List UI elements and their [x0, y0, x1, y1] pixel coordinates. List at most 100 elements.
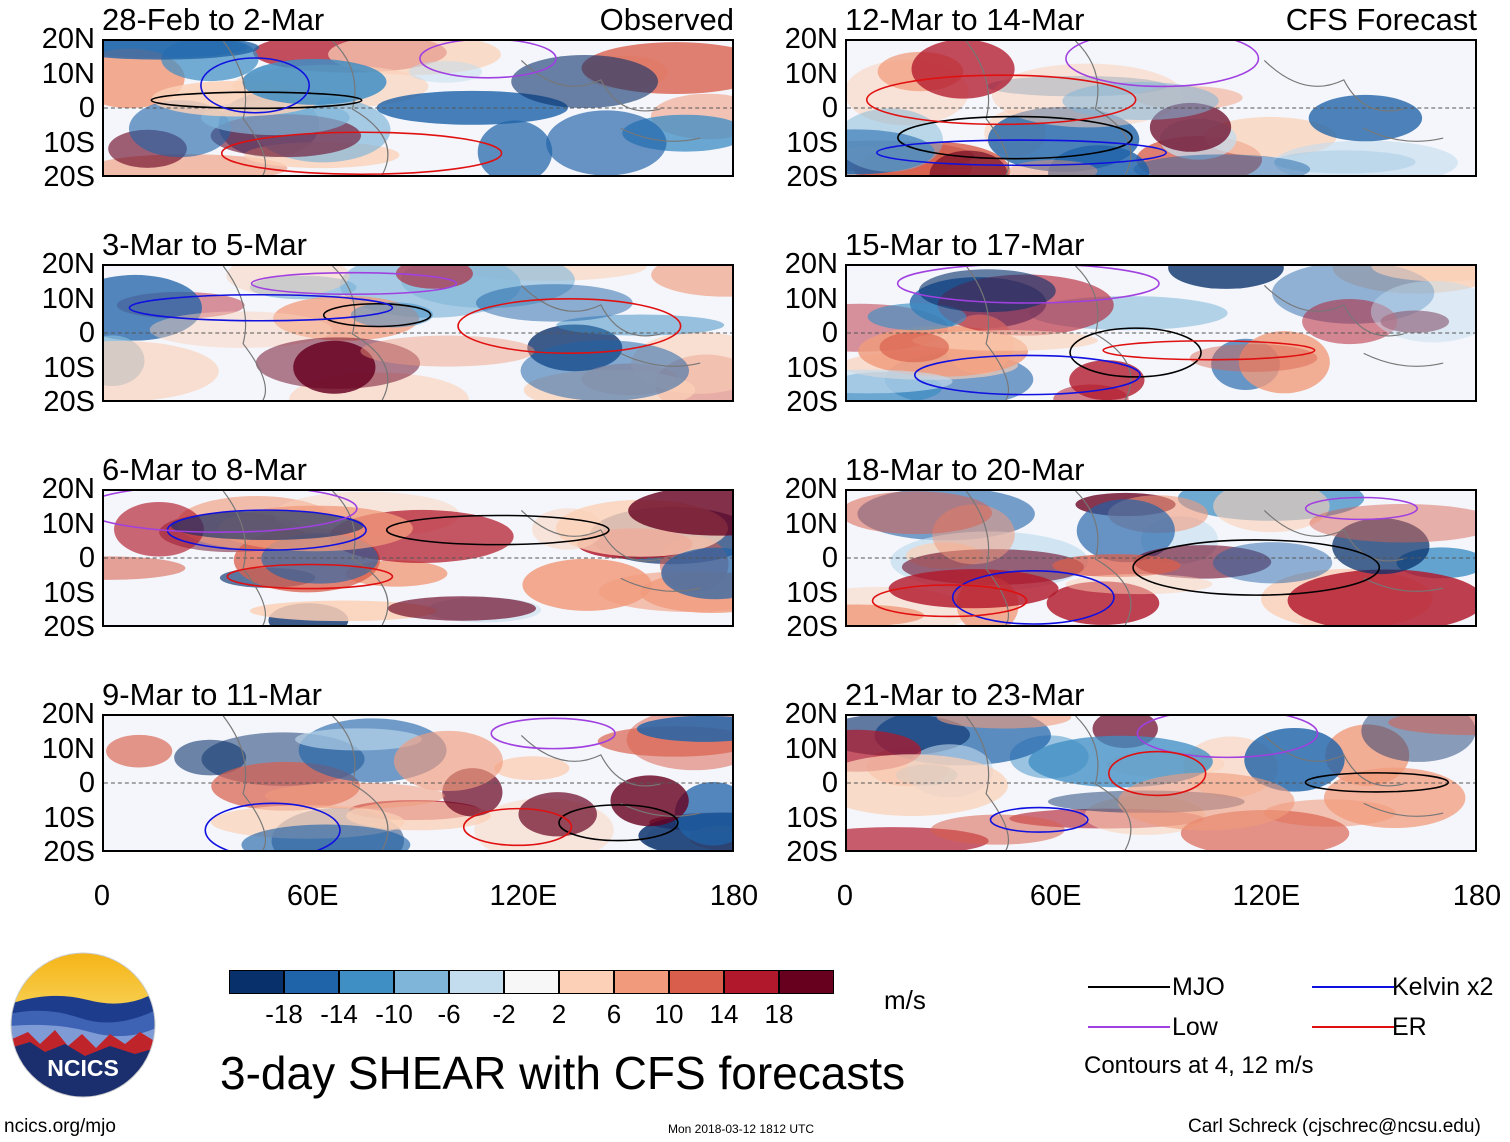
shear-anomaly [1117, 772, 1295, 831]
svg-text:NCICS: NCICS [47, 1055, 119, 1081]
x-tick-label: 60E [1029, 880, 1082, 912]
shear-anomaly [494, 756, 570, 781]
coastline [222, 266, 701, 400]
shear-anomaly [628, 491, 732, 536]
map-panel [102, 489, 734, 627]
y-tick-label: 20S [786, 161, 838, 193]
shear-anomaly [1052, 554, 1181, 578]
shear-anomaly [930, 814, 1065, 845]
low-contour [1136, 716, 1319, 759]
mjo-contour [1304, 772, 1450, 793]
y-tick-label: 20S [786, 836, 838, 868]
y-tick-label: 10S [786, 576, 838, 609]
low-contour [104, 491, 358, 533]
legend-er-label: ER [1392, 1013, 1427, 1041]
x-tick-label: 120E [489, 880, 558, 912]
mjo-contour [1132, 539, 1381, 596]
kelvin-contour [951, 570, 1115, 625]
er-contour [865, 74, 1137, 126]
panel-title: 6-Mar to 8-Mar [102, 452, 307, 487]
x-tick-label: 0 [93, 880, 111, 912]
shear-anomaly [520, 340, 690, 400]
legend-er-line [1312, 1026, 1394, 1028]
y-tick-label: 10S [43, 576, 95, 609]
map-panel [845, 264, 1477, 402]
coastline [965, 716, 1444, 850]
shear-anomaly [104, 340, 219, 400]
shear-anomaly [546, 110, 667, 175]
shear-anomaly [636, 716, 732, 742]
shear-anomaly [1028, 735, 1213, 788]
y-tick-label: 10S [43, 351, 95, 384]
shear-anomaly [1287, 569, 1475, 625]
shear-field [104, 491, 732, 625]
colorbar-label: 10 [654, 999, 684, 1029]
y-tick-label: 20S [43, 161, 95, 193]
shear-field [104, 716, 732, 850]
low-contour [1304, 496, 1418, 521]
y-tick-label: 20S [43, 611, 95, 643]
shear-anomaly [104, 41, 260, 60]
colorbar-swatch [449, 970, 504, 994]
y-tick-label: 10N [784, 282, 838, 315]
ncics-logo: NCICS [10, 952, 156, 1098]
y-tick-label: 0 [821, 317, 838, 349]
y-tick-label: 20S [43, 836, 95, 868]
shear-anomaly [376, 90, 569, 125]
kelvin-contour [913, 354, 1141, 396]
shear-field [847, 491, 1475, 625]
y-tick-label: 10N [41, 57, 95, 90]
x-tick-label: 0 [836, 880, 854, 912]
mjo-contour [897, 115, 1133, 160]
y-tick-label: 10N [784, 732, 838, 765]
low-contour [1065, 41, 1260, 88]
y-tick-label: 10S [786, 351, 838, 384]
colorbar-label: 6 [606, 999, 622, 1029]
y-tick-label: 0 [821, 542, 838, 574]
shear-anomaly [477, 120, 553, 175]
colorbar-label: -6 [437, 999, 461, 1029]
shear-anomaly [1212, 542, 1333, 584]
coastline [222, 491, 701, 625]
shear-anomaly [936, 716, 1072, 729]
site-link[interactable]: ncics.org/mjo [4, 1116, 116, 1137]
x-tick-label: 60E [286, 880, 339, 912]
y-tick-label: 20N [784, 23, 838, 55]
panel-title: 15-Mar to 17-Mar [845, 227, 1085, 262]
er-contour [1108, 750, 1207, 797]
map-panel [845, 714, 1477, 852]
y-tick-label: 0 [78, 317, 95, 349]
colorbar-label: 18 [764, 999, 794, 1029]
shear-anomaly [360, 335, 535, 367]
shear-anomaly [387, 596, 537, 621]
mjo-contour [1069, 327, 1202, 378]
colorbar-swatch [229, 970, 284, 994]
shear-anomaly [911, 41, 1015, 99]
logo-icon: NCICS [10, 952, 156, 1098]
y-tick-label: 0 [78, 767, 95, 799]
x-tick-label: 180 [709, 880, 759, 912]
shear-anomaly [911, 330, 1099, 351]
shear-anomaly [393, 730, 503, 792]
legend-mjo-line [1088, 986, 1170, 988]
y-tick-label: 20N [784, 698, 838, 730]
y-tick-label: 10N [41, 507, 95, 540]
colorbar-label: 14 [709, 999, 739, 1029]
kelvin-contour [204, 802, 341, 850]
kelvin-contour [989, 806, 1089, 833]
y-tick-label: 0 [821, 92, 838, 124]
low-contour [490, 717, 616, 750]
shear-anomaly [867, 303, 967, 331]
map-panel [102, 714, 734, 852]
colorbar-label: -2 [492, 999, 516, 1029]
shear-anomaly [1325, 724, 1410, 786]
shear-anomaly [1244, 727, 1345, 792]
shear-anomaly [1388, 716, 1475, 736]
shear-anomaly [1062, 81, 1219, 121]
y-tick-label: 20N [41, 23, 95, 55]
er-contour [226, 563, 394, 590]
y-tick-label: 20N [784, 248, 838, 280]
map-panel [102, 264, 734, 402]
units-label: m/s [884, 985, 926, 1015]
shear-anomaly [1371, 266, 1475, 282]
